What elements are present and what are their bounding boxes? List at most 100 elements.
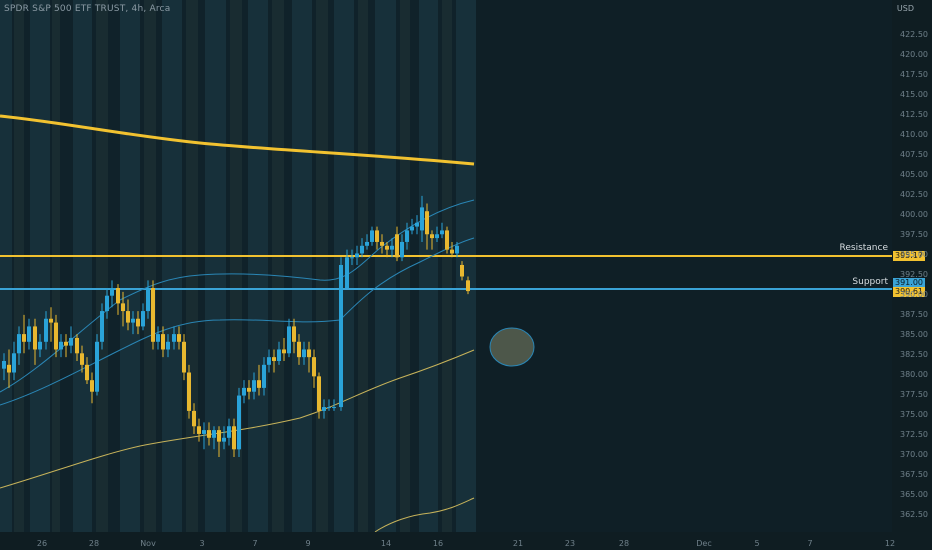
candle-down [75, 337, 79, 354]
candle-up [27, 326, 31, 342]
candle-up [410, 226, 414, 231]
candle-up [166, 341, 170, 350]
candle-up [59, 341, 63, 350]
candle-down [187, 372, 191, 411]
candle-up [212, 430, 216, 438]
candle-down [257, 380, 261, 388]
support-label: Support [852, 277, 888, 287]
candle-up [322, 407, 326, 411]
session-band [162, 0, 182, 532]
session-band [120, 0, 140, 532]
candle-down [460, 264, 464, 277]
candle-up [332, 407, 336, 409]
candle-up [287, 326, 291, 354]
candle-up [327, 407, 331, 409]
time-tick: Dec [696, 539, 712, 548]
candle-up [302, 349, 306, 358]
candle-down [282, 349, 286, 354]
candle-down [375, 230, 379, 242]
candle-down [425, 211, 429, 235]
candle-up [100, 311, 104, 342]
candle-down [161, 334, 165, 350]
session-band [144, 0, 156, 532]
session-band [400, 0, 410, 532]
candle-down [182, 341, 186, 373]
candle-up [156, 334, 160, 342]
session-band [230, 0, 242, 532]
support-price-tag: 391.00 [893, 278, 925, 288]
candle-up [400, 241, 404, 258]
price-tick: 372.50 [900, 430, 928, 439]
session-band [358, 0, 368, 532]
session-band [292, 0, 312, 532]
candle-down [85, 364, 89, 381]
candle-down [217, 430, 221, 442]
session-band [14, 0, 24, 532]
price-tick: 375.00 [900, 410, 928, 419]
candle-down [177, 334, 181, 342]
band-lower [0, 349, 475, 489]
symbol-title[interactable]: SPDR S&P 500 ETF TRUST, 4h, Arca [4, 4, 171, 14]
candle-down [292, 326, 296, 342]
candle-up [95, 341, 99, 392]
candle-down [49, 318, 53, 323]
time-tick: 28 [88, 539, 100, 548]
candle-up [415, 222, 419, 227]
candle-up [172, 334, 176, 342]
candle-down [197, 426, 201, 434]
session-band [30, 0, 50, 532]
future-area [476, 0, 892, 532]
price-tick: 402.50 [900, 190, 928, 199]
price-tick: 377.50 [900, 390, 928, 399]
session-band [442, 0, 452, 532]
candle-down [116, 288, 120, 304]
candle-down [395, 234, 399, 258]
price-tick: 417.50 [900, 70, 928, 79]
time-tick: 5 [754, 539, 760, 548]
resistance-price-tag: 395.17 [893, 251, 925, 261]
candle-down [385, 245, 389, 250]
candle-down [192, 410, 196, 427]
candle-down [151, 288, 155, 342]
candle-down [297, 341, 301, 358]
price-scale-bg [892, 0, 932, 550]
candle-up [339, 264, 343, 408]
candle-down [312, 357, 316, 377]
candle-down [22, 334, 26, 342]
price-tick: 395.00 [900, 250, 928, 259]
candle-down [450, 249, 454, 254]
candle-down [430, 234, 434, 239]
price-tick: 370.00 [900, 450, 928, 459]
candle-up [390, 245, 394, 250]
candle-down [64, 341, 68, 346]
time-tick: 28 [618, 539, 630, 548]
candle-up [277, 349, 281, 361]
candle-up [110, 288, 114, 296]
candle-up [141, 311, 145, 327]
session-band [52, 0, 60, 532]
band-lower-2 [374, 497, 475, 533]
price-tick: 367.50 [900, 470, 928, 479]
time-scale-bg [0, 532, 892, 550]
candle-up [455, 245, 459, 254]
time-tick: 12 [884, 539, 896, 548]
candle-up [222, 437, 226, 442]
time-tick: 14 [380, 539, 392, 548]
session-band [248, 0, 268, 532]
time-tick: 3 [199, 539, 205, 548]
time-tick: 26 [36, 539, 48, 548]
candle-down [317, 376, 321, 411]
price-tick: 407.50 [900, 150, 928, 159]
price-tick: 410.00 [900, 130, 928, 139]
candle-up [345, 257, 349, 289]
price-tick: 420.00 [900, 50, 928, 59]
session-band [334, 0, 354, 532]
time-tick: 16 [432, 539, 444, 548]
candle-down [380, 241, 384, 246]
session-band [456, 0, 476, 532]
candle-down [445, 230, 449, 250]
candle-down [54, 322, 58, 350]
session-band [272, 0, 284, 532]
